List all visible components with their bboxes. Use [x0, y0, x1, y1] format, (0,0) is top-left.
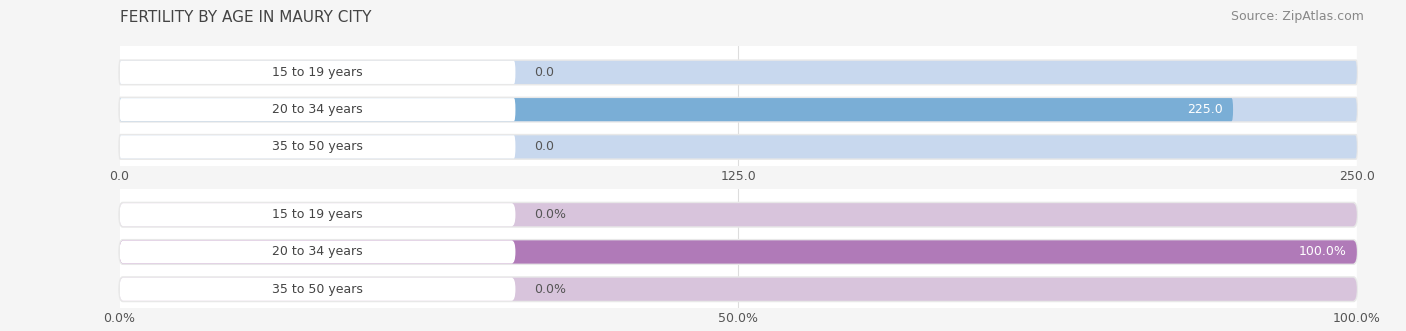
FancyBboxPatch shape [118, 97, 1358, 123]
FancyBboxPatch shape [118, 202, 1358, 228]
FancyBboxPatch shape [120, 278, 1357, 301]
FancyBboxPatch shape [120, 61, 1357, 84]
Text: 35 to 50 years: 35 to 50 years [271, 283, 363, 296]
FancyBboxPatch shape [118, 59, 1358, 85]
Text: 20 to 34 years: 20 to 34 years [273, 103, 363, 116]
FancyBboxPatch shape [120, 240, 516, 263]
Text: 225.0: 225.0 [1188, 103, 1223, 116]
Text: 0.0: 0.0 [534, 140, 554, 153]
FancyBboxPatch shape [120, 135, 516, 159]
Text: 0.0%: 0.0% [534, 208, 567, 221]
Text: 15 to 19 years: 15 to 19 years [273, 66, 363, 79]
FancyBboxPatch shape [120, 135, 1357, 159]
FancyBboxPatch shape [118, 276, 1358, 302]
Text: 20 to 34 years: 20 to 34 years [273, 246, 363, 259]
Text: Source: ZipAtlas.com: Source: ZipAtlas.com [1230, 10, 1364, 23]
FancyBboxPatch shape [120, 98, 1233, 121]
FancyBboxPatch shape [120, 203, 516, 226]
Text: FERTILITY BY AGE IN MAURY CITY: FERTILITY BY AGE IN MAURY CITY [120, 10, 371, 25]
FancyBboxPatch shape [120, 98, 516, 121]
Text: 35 to 50 years: 35 to 50 years [271, 140, 363, 153]
Text: 15 to 19 years: 15 to 19 years [273, 208, 363, 221]
FancyBboxPatch shape [120, 61, 516, 84]
FancyBboxPatch shape [120, 240, 1357, 263]
Text: 0.0: 0.0 [534, 66, 554, 79]
FancyBboxPatch shape [120, 98, 1357, 121]
FancyBboxPatch shape [118, 239, 1358, 265]
FancyBboxPatch shape [120, 278, 516, 301]
Text: 100.0%: 100.0% [1299, 246, 1347, 259]
Text: 0.0%: 0.0% [534, 283, 567, 296]
FancyBboxPatch shape [118, 134, 1358, 160]
FancyBboxPatch shape [120, 203, 1357, 226]
FancyBboxPatch shape [120, 240, 1357, 263]
